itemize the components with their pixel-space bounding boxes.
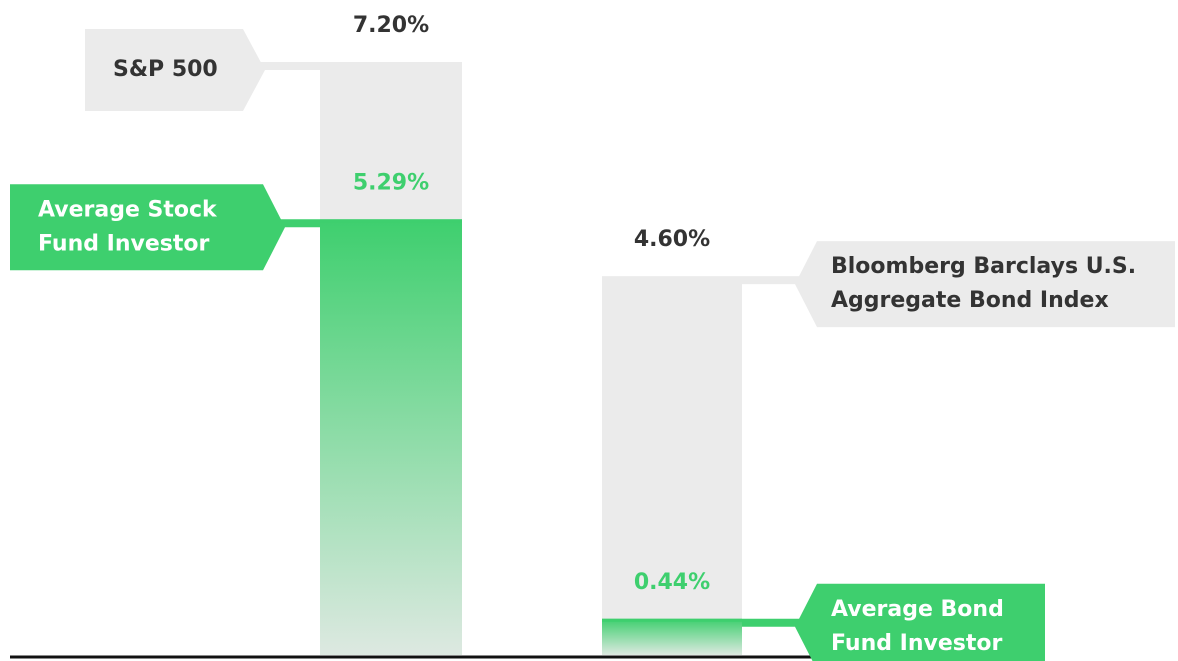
bar-label: S&P 500 (113, 57, 218, 82)
bar (320, 219, 462, 655)
value-label: 5.29% (353, 170, 429, 195)
value-label: 7.20% (353, 13, 429, 38)
bar-label: Average Stock (38, 197, 218, 222)
bar-top (602, 618, 742, 622)
bar-label: Aggregate Bond Index (831, 288, 1109, 313)
bar-label: Bloomberg Barclays U.S. (831, 254, 1136, 279)
label-box (85, 29, 265, 111)
bar-label: Average Bond (831, 597, 1004, 622)
value-label: 0.44% (634, 570, 710, 595)
bar (602, 618, 742, 655)
bar-top (320, 219, 462, 223)
bar-label: Fund Investor (831, 631, 1002, 656)
label-box (795, 583, 1045, 661)
label-box (795, 241, 1175, 328)
bar (602, 276, 742, 655)
value-label: 4.60% (634, 227, 710, 252)
label-box (10, 184, 285, 271)
bar-label: Fund Investor (38, 231, 209, 256)
